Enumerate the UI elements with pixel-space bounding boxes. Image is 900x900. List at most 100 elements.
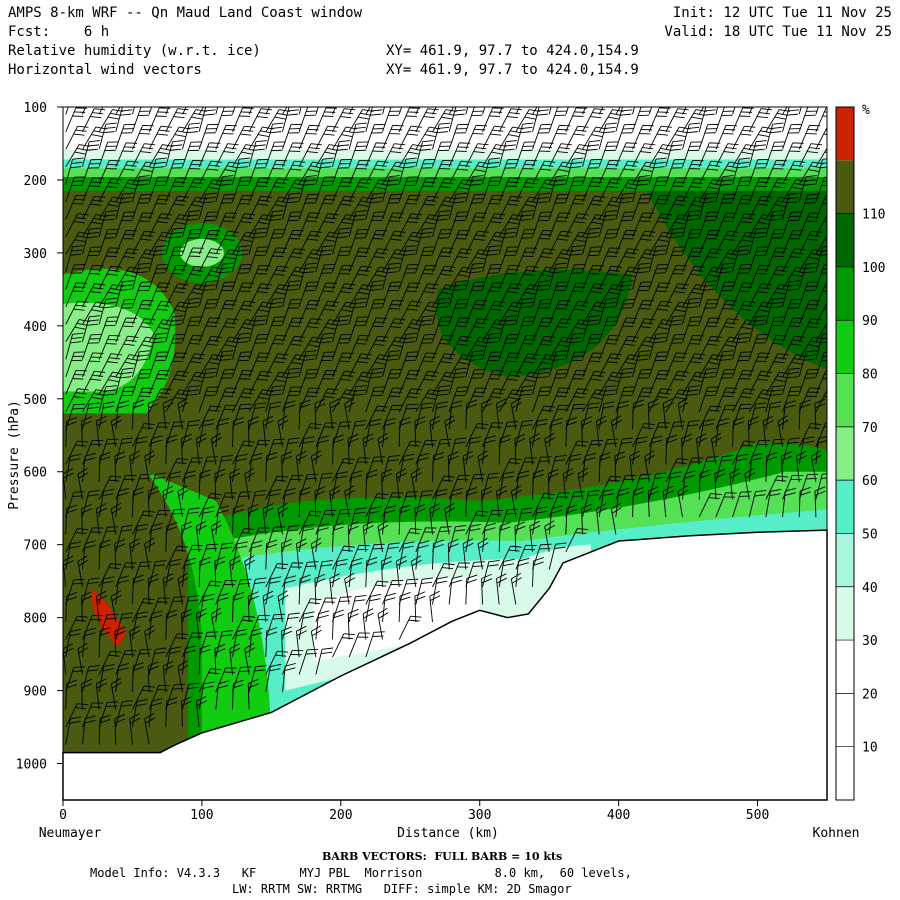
wind-barb-flag: [396, 472, 407, 479]
wind-barb-flag: [155, 245, 167, 248]
wind-barb-flag: [148, 398, 159, 404]
wind-barb-flag: [373, 168, 385, 171]
wind-barb-flag: [492, 304, 504, 307]
wind-barb-flag: [781, 451, 792, 457]
wind-barb-flag: [181, 525, 193, 531]
wind-barb-flag: [110, 265, 122, 268]
wind-barb-flag: [722, 262, 734, 265]
wind-barb-flag: [114, 538, 126, 544]
wind-barb-flag: [127, 160, 139, 163]
wind-barb-flag: [526, 287, 538, 291]
wind-barb-flag: [796, 455, 807, 461]
wind-barb-flag: [181, 613, 193, 619]
wind-barb-flag: [602, 405, 614, 409]
wind-barb-flag: [528, 91, 539, 92]
wind-barb-flag: [194, 91, 205, 92]
wind-barb-flag: [304, 354, 316, 357]
wind-barb-flag: [184, 649, 196, 654]
wind-barb-flag: [244, 555, 255, 562]
wind-barb-flag: [660, 388, 672, 391]
wind-barb-flag: [504, 319, 516, 322]
wind-barb-flag: [756, 116, 768, 119]
wind-barb-flag: [162, 485, 174, 492]
wind-barb-flag: [93, 392, 105, 396]
wind-barb-flag: [310, 230, 322, 233]
wind-barb-flag: [245, 559, 256, 567]
wind-barb-flag: [184, 562, 196, 566]
wind-barb-flag: [707, 274, 719, 278]
wind-barb-flag: [496, 402, 507, 409]
wind-barb-flag: [566, 508, 578, 514]
wind-barb-flag: [488, 472, 500, 475]
wind-barb-flag: [96, 420, 107, 426]
forecast-hour: Fcst: 6 h: [8, 24, 110, 40]
wind-barb-flag: [721, 354, 733, 357]
wind-barb-flag: [70, 453, 82, 457]
wind-barb-flag: [225, 234, 237, 237]
wind-barb-flag: [137, 354, 150, 357]
wind-barb-flag: [688, 419, 700, 423]
wind-barb-flag: [633, 399, 644, 404]
wind-barb-flag: [192, 269, 204, 272]
wind-barb-flag: [271, 389, 283, 392]
wind-barb-flag: [221, 354, 233, 357]
wind-barb-flag: [481, 403, 493, 409]
wind-barb-flag: [588, 402, 600, 405]
wind-barb-flag: [420, 323, 432, 326]
wind-barb-flag: [155, 332, 167, 335]
wind-barb-flag: [311, 629, 322, 637]
wind-barb-flag: [117, 667, 129, 672]
wind-barb-flag: [588, 144, 600, 147]
wind-barb-flag: [154, 651, 166, 655]
wind-barb-flag: [751, 457, 763, 461]
wind-barb-flag: [344, 397, 355, 405]
wind-barb-flag: [704, 372, 716, 375]
wind-barb-flag: [389, 175, 401, 178]
wind-barb-flag: [799, 399, 811, 404]
wind-barb-flag: [318, 610, 330, 615]
wind-barb-flag: [274, 291, 286, 295]
wind-barb-flag: [81, 420, 93, 426]
wind-barb-flag: [236, 628, 248, 632]
wind-barb-flag: [408, 129, 420, 132]
wind-barb-flag: [607, 116, 619, 120]
wind-barb-flag: [507, 508, 519, 511]
wind-barb-flag: [733, 416, 745, 422]
wind-barb-flag: [492, 217, 504, 220]
wind-barb-flag: [673, 203, 685, 206]
wind-barb-flag: [296, 630, 307, 636]
wind-barb-flag: [308, 322, 320, 325]
wind-barb-flag: [276, 375, 288, 379]
wind-barb-flag: [744, 388, 756, 391]
wind-barb-flag: [240, 403, 252, 406]
wind-barb-flag: [357, 379, 369, 383]
wind-barb-flag: [823, 221, 827, 223]
wind-barb-flag: [699, 469, 711, 474]
wind-barb-flag: [294, 335, 306, 338]
wind-barb-flag: [488, 560, 500, 563]
wind-barb-flag: [336, 148, 348, 151]
wind-barb-flag: [153, 166, 165, 169]
wind-barb-flag: [77, 300, 89, 303]
wind-barb-flag: [102, 668, 114, 672]
wind-barb-flag: [153, 341, 165, 344]
wind-barb-flag: [556, 88, 567, 89]
wind-barb-flag: [756, 291, 768, 294]
wind-barb-flag: [627, 96, 638, 98]
wind-barb-flag: [733, 421, 744, 426]
wind-barb-flag: [573, 308, 585, 311]
wind-barb-flag: [663, 402, 674, 409]
wind-barb-flag: [424, 396, 436, 400]
wind-barb-flag: [475, 514, 487, 517]
wind-barb-flag: [490, 133, 502, 136]
wind-barb-flag: [411, 472, 422, 479]
wind-barb-flag: [276, 95, 287, 96]
wind-barb-flag: [187, 686, 199, 690]
wind-barb-flag: [173, 203, 185, 206]
wind-barb-flag: [108, 269, 120, 272]
wind-barb-shaft: [782, 107, 788, 115]
wind-barb-flag: [562, 468, 574, 475]
wind-barb-flag: [494, 388, 506, 391]
wind-barb-flag: [444, 265, 456, 268]
wind-barb-flag: [514, 438, 526, 444]
